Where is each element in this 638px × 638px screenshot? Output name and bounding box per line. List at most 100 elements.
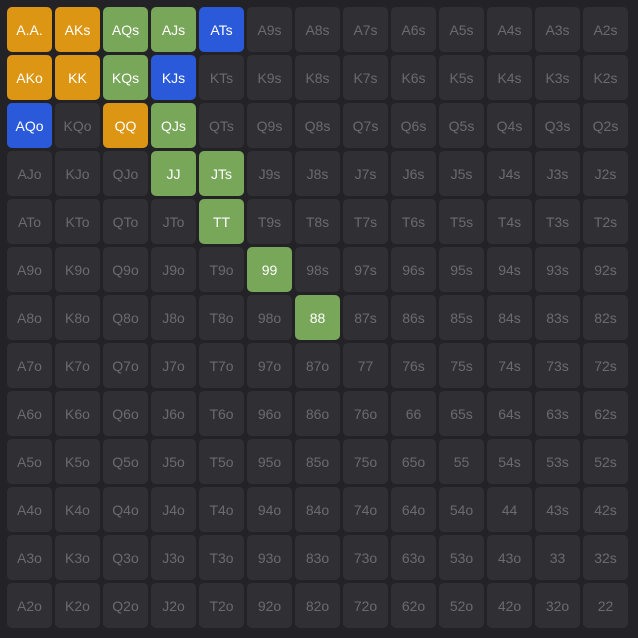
hand-cell[interactable]: 42s — [583, 487, 628, 532]
hand-cell[interactable]: 95o — [247, 439, 292, 484]
hand-cell[interactable]: 93s — [535, 247, 580, 292]
hand-cell[interactable]: K8s — [295, 55, 340, 100]
hand-cell[interactable]: 92o — [247, 583, 292, 628]
hand-cell[interactable]: Q8s — [295, 103, 340, 148]
hand-cell[interactable]: 65s — [439, 391, 484, 436]
hand-cell[interactable]: Q5o — [103, 439, 148, 484]
hand-cell[interactable]: J8s — [295, 151, 340, 196]
hand-cell[interactable]: J4o — [151, 487, 196, 532]
hand-cell[interactable]: 75o — [343, 439, 388, 484]
hand-cell[interactable]: A8s — [295, 7, 340, 52]
hand-cell[interactable]: J2o — [151, 583, 196, 628]
hand-cell[interactable]: J6s — [391, 151, 436, 196]
hand-cell[interactable]: 96s — [391, 247, 436, 292]
hand-cell[interactable]: J5o — [151, 439, 196, 484]
hand-cell[interactable]: KJo — [55, 151, 100, 196]
hand-cell[interactable]: A2s — [583, 7, 628, 52]
hand-cell[interactable]: 75s — [439, 343, 484, 388]
hand-cell[interactable]: QTo — [103, 199, 148, 244]
hand-cell[interactable]: J9o — [151, 247, 196, 292]
hand-cell[interactable]: 87o — [295, 343, 340, 388]
hand-cell[interactable]: J3s — [535, 151, 580, 196]
hand-cell[interactable]: JJ — [151, 151, 196, 196]
hand-cell[interactable]: K6s — [391, 55, 436, 100]
hand-cell[interactable]: A2o — [7, 583, 52, 628]
hand-cell[interactable]: 73o — [343, 535, 388, 580]
hand-cell[interactable]: J5s — [439, 151, 484, 196]
hand-cell[interactable]: AJs — [151, 7, 196, 52]
hand-cell[interactable]: JTs — [199, 151, 244, 196]
hand-cell[interactable]: 83s — [535, 295, 580, 340]
hand-cell[interactable]: T5o — [199, 439, 244, 484]
hand-cell[interactable]: KQs — [103, 55, 148, 100]
hand-cell[interactable]: AJo — [7, 151, 52, 196]
hand-cell[interactable]: K4o — [55, 487, 100, 532]
hand-cell[interactable]: A5s — [439, 7, 484, 52]
hand-cell[interactable]: AQs — [103, 7, 148, 52]
hand-cell[interactable]: T6s — [391, 199, 436, 244]
hand-cell[interactable]: K3s — [535, 55, 580, 100]
hand-cell[interactable]: 72s — [583, 343, 628, 388]
hand-cell[interactable]: TT — [199, 199, 244, 244]
hand-cell[interactable]: 54o — [439, 487, 484, 532]
hand-cell[interactable]: 97s — [343, 247, 388, 292]
hand-cell[interactable]: AKs — [55, 7, 100, 52]
hand-cell[interactable]: 66 — [391, 391, 436, 436]
hand-cell[interactable]: K2s — [583, 55, 628, 100]
hand-cell[interactable]: 54s — [487, 439, 532, 484]
hand-cell[interactable]: T7s — [343, 199, 388, 244]
hand-cell[interactable]: 84o — [295, 487, 340, 532]
hand-cell[interactable]: 76o — [343, 391, 388, 436]
hand-cell[interactable]: 73s — [535, 343, 580, 388]
hand-cell[interactable]: Q2s — [583, 103, 628, 148]
hand-cell[interactable]: 52o — [439, 583, 484, 628]
hand-cell[interactable]: Q9o — [103, 247, 148, 292]
hand-cell[interactable]: 32s — [583, 535, 628, 580]
hand-cell[interactable]: 42o — [487, 583, 532, 628]
hand-cell[interactable]: A9o — [7, 247, 52, 292]
hand-cell[interactable]: QJs — [151, 103, 196, 148]
hand-cell[interactable]: AQo — [7, 103, 52, 148]
hand-cell[interactable]: JTo — [151, 199, 196, 244]
hand-cell[interactable]: 99 — [247, 247, 292, 292]
hand-cell[interactable]: Q6s — [391, 103, 436, 148]
hand-cell[interactable]: 82o — [295, 583, 340, 628]
hand-cell[interactable]: Q7o — [103, 343, 148, 388]
hand-cell[interactable]: A3s — [535, 7, 580, 52]
hand-cell[interactable]: T2s — [583, 199, 628, 244]
hand-cell[interactable]: K8o — [55, 295, 100, 340]
hand-cell[interactable]: 86s — [391, 295, 436, 340]
hand-cell[interactable]: 65o — [391, 439, 436, 484]
hand-cell[interactable]: Q3o — [103, 535, 148, 580]
hand-cell[interactable]: 74o — [343, 487, 388, 532]
hand-cell[interactable]: T8s — [295, 199, 340, 244]
hand-cell[interactable]: T6o — [199, 391, 244, 436]
hand-cell[interactable]: 85o — [295, 439, 340, 484]
hand-cell[interactable]: QTs — [199, 103, 244, 148]
hand-cell[interactable]: K3o — [55, 535, 100, 580]
hand-cell[interactable]: Q5s — [439, 103, 484, 148]
hand-cell[interactable]: J2s — [583, 151, 628, 196]
hand-cell[interactable]: Q8o — [103, 295, 148, 340]
hand-cell[interactable]: 72o — [343, 583, 388, 628]
hand-cell[interactable]: 64s — [487, 391, 532, 436]
hand-cell[interactable]: Q4s — [487, 103, 532, 148]
hand-cell[interactable]: QQ — [103, 103, 148, 148]
hand-cell[interactable]: J6o — [151, 391, 196, 436]
hand-cell[interactable]: K5o — [55, 439, 100, 484]
hand-cell[interactable]: 32o — [535, 583, 580, 628]
hand-cell[interactable]: K9o — [55, 247, 100, 292]
hand-cell[interactable]: 95s — [439, 247, 484, 292]
hand-cell[interactable]: Q9s — [247, 103, 292, 148]
hand-cell[interactable]: J9s — [247, 151, 292, 196]
hand-cell[interactable]: A5o — [7, 439, 52, 484]
hand-cell[interactable]: Q3s — [535, 103, 580, 148]
hand-cell[interactable]: 63o — [391, 535, 436, 580]
hand-cell[interactable]: A7s — [343, 7, 388, 52]
hand-cell[interactable]: J4s — [487, 151, 532, 196]
hand-cell[interactable]: 94s — [487, 247, 532, 292]
hand-cell[interactable]: 92s — [583, 247, 628, 292]
hand-cell[interactable]: 44 — [487, 487, 532, 532]
hand-cell[interactable]: K2o — [55, 583, 100, 628]
hand-cell[interactable]: 93o — [247, 535, 292, 580]
